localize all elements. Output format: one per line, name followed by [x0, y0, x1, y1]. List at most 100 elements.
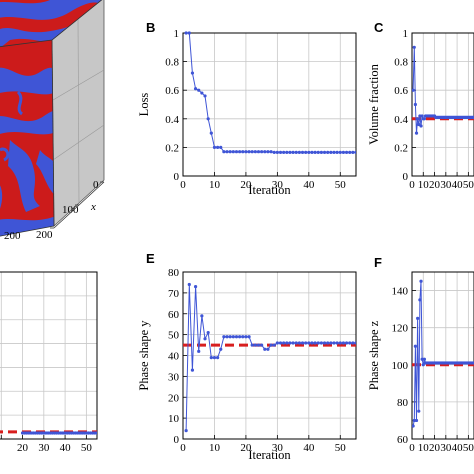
data-point — [216, 145, 220, 149]
axes-frame — [411, 271, 474, 440]
y-tick-label: 0.6 — [394, 85, 408, 97]
data-point — [197, 349, 201, 353]
y-tick-label: 0.2 — [394, 142, 408, 154]
data-point — [300, 150, 305, 155]
x-tick-label: 30 — [440, 442, 452, 454]
data-point — [422, 357, 426, 361]
y-tick-label: 1 — [174, 28, 180, 40]
data-point — [187, 31, 191, 35]
data-point — [351, 150, 355, 155]
data-point — [348, 150, 352, 155]
data-point — [332, 150, 336, 155]
panel-letter: C — [374, 20, 384, 35]
axes-frame — [0, 271, 98, 440]
y-axis-label: Loss — [137, 93, 151, 117]
panel-letter: F — [374, 255, 382, 270]
x-tick-label: 10 — [418, 442, 430, 454]
data-point — [253, 343, 257, 347]
data-point — [338, 150, 342, 155]
data-point — [420, 357, 424, 361]
chart-panel-f: 0 10 20 30 40 50 60 80 100 120 140 F Phase shape z — [367, 255, 474, 454]
data-point — [266, 347, 270, 351]
data-point — [319, 150, 323, 155]
data-point — [219, 347, 223, 351]
data-point — [250, 150, 254, 154]
data-point — [203, 337, 207, 341]
data-point — [278, 150, 283, 155]
y-tick-label: 1 — [403, 28, 409, 40]
x-axis-label: Iteration — [248, 448, 291, 462]
data-point — [310, 150, 314, 155]
cube-front-face — [0, 40, 54, 238]
data-point — [313, 150, 317, 155]
data-point — [209, 131, 213, 135]
cube-tick-label-0: 0 — [93, 179, 99, 191]
data-point — [247, 150, 251, 154]
data-point — [244, 335, 248, 339]
data-point — [193, 285, 198, 289]
data-point — [294, 150, 298, 155]
data-point — [278, 341, 283, 345]
charts: 0 10 20 30 40 5000.20.40.60.81BIterationLoss0… — [0, 20, 474, 462]
data-point — [212, 355, 217, 360]
data-point — [418, 298, 422, 302]
data-point — [297, 150, 301, 155]
x-tick-label: 10 — [418, 179, 430, 191]
data-point — [304, 341, 308, 345]
panel-letter: B — [146, 20, 155, 35]
data-point — [421, 363, 425, 367]
data-point — [228, 150, 232, 154]
data-point — [269, 150, 273, 154]
data-point — [203, 94, 207, 98]
y-axis-label: Phase shape z — [367, 320, 381, 390]
x-tick-label: 30 — [272, 442, 284, 454]
data-point — [316, 150, 320, 155]
plot-area — [183, 282, 356, 433]
data-point — [307, 150, 311, 155]
x-tick-label: 40 — [303, 179, 315, 191]
x-axis-label: Iteration — [248, 183, 291, 197]
x-tick-label: 20 — [240, 179, 252, 191]
y-tick-label: 80 — [168, 267, 180, 279]
data-point — [341, 341, 346, 345]
data-point — [234, 150, 239, 154]
data-point — [253, 150, 257, 154]
y-tick-label: 0.4 — [394, 114, 408, 126]
data-point — [216, 355, 220, 360]
data-point — [247, 335, 251, 339]
data-point — [263, 347, 267, 351]
data-point — [412, 424, 415, 428]
cube-tick-label-200: 200 — [36, 229, 53, 241]
data-point — [231, 335, 235, 339]
data-point — [344, 341, 349, 345]
data-point — [184, 31, 188, 35]
data-point — [190, 71, 195, 75]
x-tick-label: 0 — [409, 179, 415, 191]
data-point — [212, 145, 217, 149]
y-tick-label: 50 — [168, 330, 180, 342]
data-point — [184, 429, 188, 433]
data-point — [225, 150, 229, 154]
x-tick-label: 10 — [209, 179, 221, 191]
data-point — [231, 150, 235, 154]
cube-grid-line — [52, 124, 105, 161]
data-point — [282, 341, 286, 345]
data-point — [418, 114, 422, 118]
data-point — [206, 330, 210, 335]
microstructure-cube: 0 100 200 200 x — [0, 0, 105, 242]
y-tick-label: 60 — [168, 309, 180, 321]
x-tick-label: 40 — [452, 442, 464, 454]
data-point — [190, 368, 195, 372]
data-point — [272, 150, 276, 155]
y-tick-label: 80 — [397, 397, 409, 409]
data-point — [313, 341, 317, 345]
data-point — [413, 344, 417, 348]
data-point — [256, 343, 261, 347]
y-tick-label: 10 — [168, 413, 180, 425]
data-point — [326, 150, 330, 155]
data-point — [414, 418, 419, 423]
data-point — [244, 150, 248, 154]
data-point — [316, 341, 320, 345]
data-point — [285, 341, 289, 345]
